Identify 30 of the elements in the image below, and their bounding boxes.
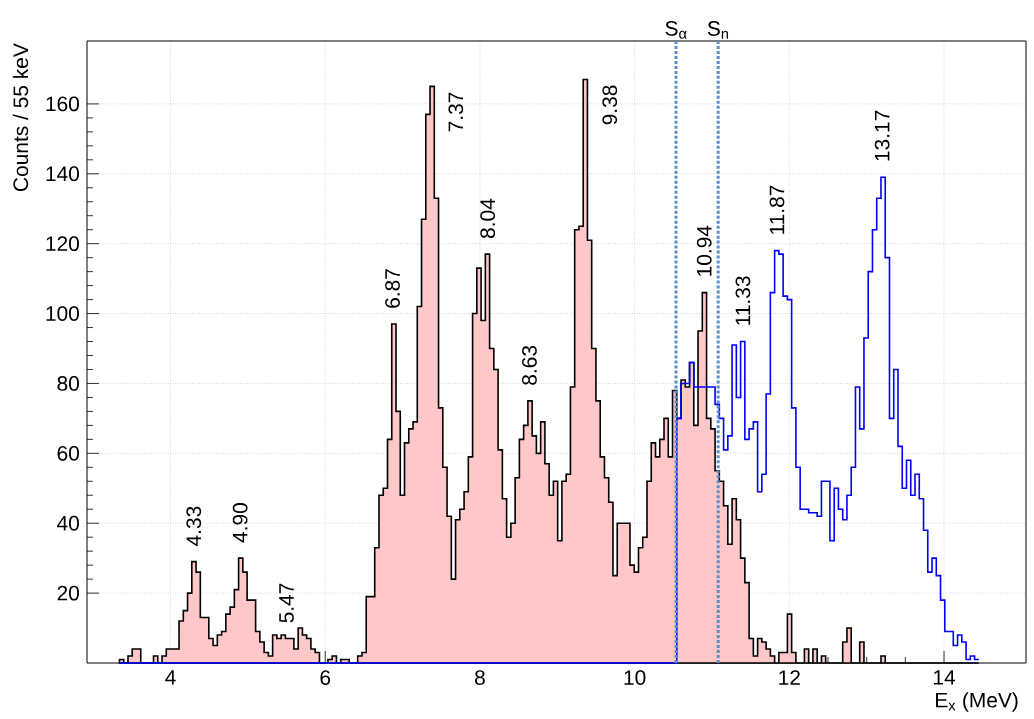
annotation: 6.87 [385, 269, 400, 308]
y-tick-label: 20 [57, 585, 79, 601]
annotation: 4.33 [186, 506, 202, 546]
annotation: 4.90 [232, 503, 248, 543]
y-axis-title: Counts / 55 keV [12, 43, 29, 191]
x-tick-label: 10 [624, 670, 646, 685]
annotation: 7.37 [448, 92, 464, 132]
x-tick-label: 14 [933, 670, 956, 685]
annotation: 9.38 [602, 85, 618, 125]
x-tick-label: 6 [320, 670, 331, 685]
annotation: 13.17 [874, 110, 890, 161]
y-tick-label: 120 [46, 236, 79, 252]
ref-line-label: S$_{α}$ [665, 20, 687, 39]
x-tick-label: 12 [779, 670, 800, 685]
x-tick-label: 4 [165, 670, 176, 685]
x-axis-title: E$_{x}$ (MeV) [936, 692, 1018, 712]
y-tick-label: 60 [57, 445, 79, 461]
ref-line-label: S$_{n}$ [707, 21, 729, 39]
annotation: 10.94 [696, 225, 712, 276]
y-tick-label: 100 [46, 306, 79, 321]
annotation: 5.47 [279, 583, 294, 623]
annotation: 8.63 [522, 345, 537, 385]
annotation: 11.87 [769, 185, 785, 234]
annotation: 8.04 [480, 198, 496, 239]
x-tick-label: 8 [475, 670, 485, 685]
y-tick-label: 80 [57, 376, 79, 391]
annotation: 11.33 [735, 276, 751, 325]
y-tick-label: 40 [57, 515, 79, 531]
y-tick-label: 140 [46, 166, 79, 182]
y-tick-label: 160 [46, 96, 79, 112]
